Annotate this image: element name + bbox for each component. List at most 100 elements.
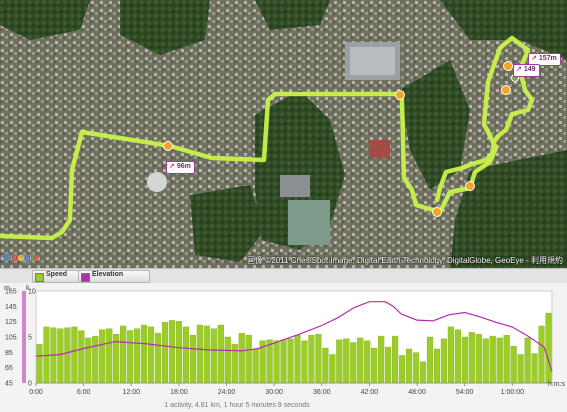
x-tick-label: 0:00 — [29, 389, 43, 396]
elevation-marker-157[interactable]: ↗ 157m — [528, 53, 561, 66]
speed-bar — [378, 335, 385, 384]
speed-bar — [78, 330, 85, 384]
speed-bar — [454, 329, 461, 384]
speed-tick-label: 0 — [28, 381, 32, 388]
speed-bar — [371, 347, 378, 384]
speed-bar — [238, 333, 245, 384]
split-marker-icon[interactable] — [163, 141, 173, 151]
speed-bar — [36, 344, 43, 384]
x-tick-label: 18:00 — [170, 389, 188, 396]
speed-bar — [224, 336, 231, 384]
x-tick-label: 6:00 — [77, 389, 91, 396]
x-tick-label: 54:00 — [456, 389, 474, 396]
speed-bar — [447, 326, 454, 384]
elevation-tick-label: 65 — [5, 365, 13, 372]
elevation-marker-96[interactable]: ↗ 96m — [166, 161, 195, 174]
split-marker-icon[interactable] — [395, 90, 405, 100]
speed-bar — [287, 338, 294, 384]
ascent-icon: ↗ — [516, 66, 522, 73]
speed-bar — [475, 334, 482, 384]
x-tick-label: 42:00 — [361, 389, 379, 396]
speed-bar — [440, 338, 447, 384]
satellite-map[interactable]: ↗ 96m ↗ 157m ↗ 149 Google 画像 ©2011 Cnes/Spo… — [0, 0, 567, 268]
elevation-line — [35, 301, 553, 372]
speed-bar — [405, 348, 413, 384]
speed-bar — [489, 335, 496, 384]
x-tick-label: 36:00 — [313, 389, 331, 396]
speed-bar — [350, 342, 357, 384]
speed-bar — [419, 361, 427, 384]
elevation-swatch-icon — [81, 273, 90, 282]
speed-bar — [99, 329, 106, 384]
elevation-tick-label: 125 — [5, 319, 17, 326]
speed-bar — [175, 321, 183, 384]
speed-bar — [503, 334, 510, 384]
speed-bar — [524, 337, 531, 384]
speed-bar — [496, 337, 503, 384]
x-tick-label: 12:00 — [122, 389, 140, 396]
elevation-legend-toggle[interactable]: Elevation — [78, 270, 150, 283]
elevation-axis-label: m — [4, 285, 10, 292]
speed-bar — [127, 330, 134, 384]
speed-bar — [510, 346, 517, 384]
speed-bar — [134, 328, 141, 384]
split-marker-icon[interactable] — [432, 207, 442, 217]
speed-bar — [364, 340, 371, 384]
speed-bar — [92, 335, 99, 384]
speed-bar — [210, 328, 217, 384]
speed-bar — [398, 355, 406, 384]
speed-bar — [343, 338, 350, 384]
speed-bar — [245, 334, 252, 384]
chart-legend: Speed Elevation — [0, 268, 567, 284]
speed-bar — [154, 333, 162, 384]
speed-bar — [280, 339, 287, 384]
speed-bar — [461, 336, 468, 384]
speed-bar — [294, 334, 301, 384]
activity-summary: 1 activity, 4.81 km, 1 hour 5 minutes 9 … — [164, 402, 310, 409]
speed-bar — [57, 328, 64, 384]
speed-bar — [315, 334, 322, 384]
speed-bar — [203, 325, 210, 384]
speed-bar — [189, 334, 196, 384]
speed-bar — [168, 320, 176, 384]
x-unit-label: h:m:s — [548, 381, 566, 388]
speed-bar — [482, 338, 489, 384]
speed-bar — [392, 335, 399, 384]
speed-bar — [468, 332, 475, 384]
speed-bar — [85, 337, 92, 384]
speed-legend-toggle[interactable]: Speed — [32, 270, 88, 283]
speed-bar — [336, 339, 343, 384]
ascent-icon: ↗ — [169, 163, 175, 170]
speed-bar — [517, 354, 524, 384]
elevation-tick-label: 45 — [5, 381, 13, 388]
speed-bar — [273, 340, 280, 384]
elevation-axis-strip — [22, 291, 26, 383]
elevation-marker-149[interactable]: ↗ 149 — [513, 64, 540, 77]
split-marker-icon[interactable] — [501, 85, 511, 95]
route-line — [0, 35, 535, 241]
speed-bar — [64, 327, 71, 384]
split-marker-icon[interactable] — [503, 61, 513, 71]
speed-bar — [545, 312, 552, 384]
speed-bar — [322, 347, 329, 384]
speed-bar — [266, 339, 273, 384]
satellite-imagery — [0, 0, 567, 268]
speed-bar — [426, 336, 434, 384]
map-copyright: 画像 ©2011 Cnes/Spot Image, Digital Earth … — [247, 256, 563, 265]
speed-bar — [161, 322, 169, 384]
speed-bar — [412, 352, 420, 384]
speed-swatch-icon — [35, 273, 44, 282]
speed-tick-label: 5 — [28, 335, 32, 342]
x-tick-label: 1:00:00 — [501, 389, 524, 396]
speed-bar — [357, 337, 364, 384]
split-marker-icon[interactable] — [465, 181, 475, 191]
speed-axis-label: k. — [26, 285, 32, 292]
speed-bar — [308, 334, 315, 384]
speed-bar — [196, 324, 203, 384]
speed-tick-label: 10 — [28, 289, 36, 296]
speed-bar — [252, 348, 259, 384]
elevation-tick-label: 85 — [5, 350, 13, 357]
speed-bar — [71, 326, 78, 384]
elevation-tick-label: 105 — [5, 335, 17, 342]
